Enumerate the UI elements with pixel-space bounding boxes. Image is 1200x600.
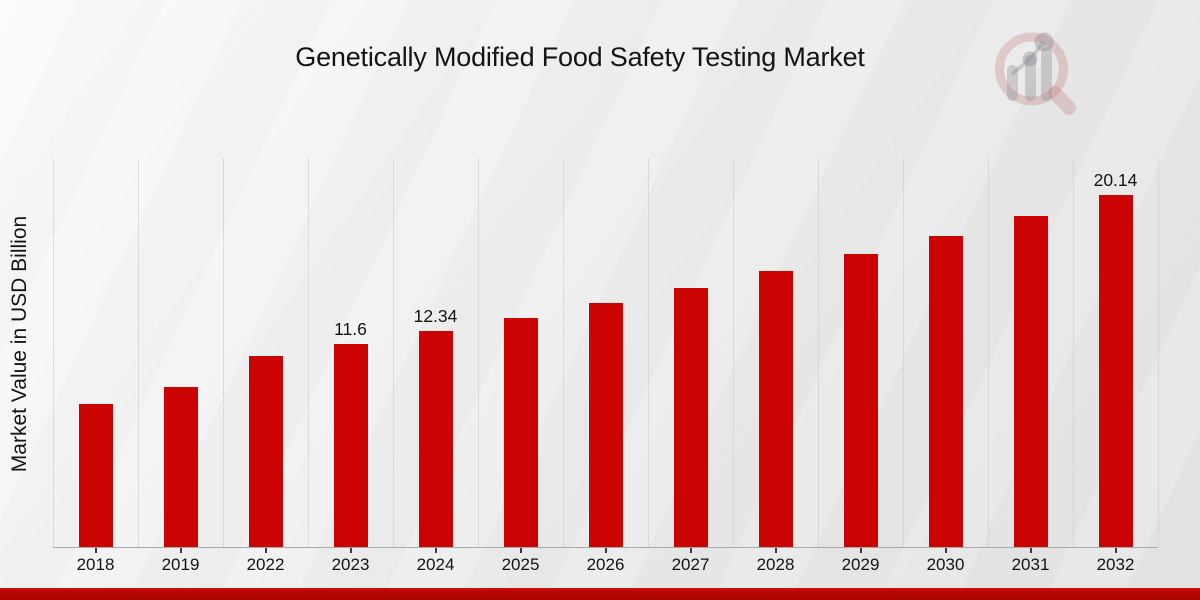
- x-tick-label-2024: 2024: [416, 555, 455, 574]
- x-axis-tick: [689, 548, 692, 553]
- x-axis-tick: [519, 548, 522, 553]
- bar-2026: [588, 303, 623, 547]
- x-tick-label-2026: 2026: [586, 555, 625, 574]
- x-tick-label-2028: 2028: [756, 555, 795, 574]
- x-tick-label-2031: 2031: [1011, 555, 1050, 574]
- gridline: [563, 159, 564, 547]
- gridline: [1158, 159, 1159, 547]
- gridline: [818, 159, 819, 547]
- bar-value-label-2024: 12.34: [413, 306, 458, 326]
- x-tick-label-2027: 2027: [671, 555, 710, 574]
- bar-2019: [163, 387, 198, 547]
- chart-title: Genetically Modified Food Safety Testing…: [295, 42, 865, 72]
- gridline: [903, 159, 904, 547]
- x-axis-tick: [944, 548, 947, 553]
- footer-accent-bar: [0, 588, 1200, 600]
- bar-2023: [333, 344, 368, 547]
- bar-2028: [758, 271, 793, 547]
- x-axis-tick: [94, 548, 97, 553]
- bar-2029: [843, 254, 878, 547]
- x-tick-label-2019: 2019: [161, 555, 200, 574]
- bar-2022: [248, 356, 283, 547]
- bar-value-label-2032: 20.14: [1093, 170, 1138, 190]
- bar-2024: [418, 331, 453, 547]
- x-tick-label-2018: 2018: [76, 555, 115, 574]
- x-axis-line: [53, 547, 1158, 548]
- gridline: [393, 159, 394, 547]
- x-tick-label-2023: 2023: [331, 555, 370, 574]
- bar-2031: [1013, 216, 1048, 547]
- gridline: [138, 159, 139, 547]
- gridline: [53, 159, 54, 547]
- bar-2030: [928, 236, 963, 547]
- x-axis-tick: [349, 548, 352, 553]
- magnifier-chart-logo-icon: [995, 32, 1076, 115]
- gridline: [223, 159, 224, 547]
- bar-2027: [673, 288, 708, 547]
- x-tick-label-2032: 2032: [1096, 555, 1135, 574]
- gridline: [648, 159, 649, 547]
- y-axis-label: Market Value in USD Billion: [8, 215, 31, 473]
- bar-2018: [78, 404, 113, 547]
- x-axis-tick: [179, 548, 182, 553]
- x-tick-label-2022: 2022: [246, 555, 285, 574]
- x-tick-label-2030: 2030: [926, 555, 965, 574]
- x-axis-tick: [859, 548, 862, 553]
- x-axis-tick: [774, 548, 777, 553]
- x-axis-tick: [1114, 548, 1117, 553]
- x-tick-label-2029: 2029: [841, 555, 880, 574]
- gridline: [308, 159, 309, 547]
- gridline: [988, 159, 989, 547]
- bar-2032: [1098, 195, 1133, 547]
- plot-area: 2018 2019 2022 11.6 2023 12.34 2024 2025 2026 202…: [53, 159, 1159, 574]
- x-axis-tick: [1029, 548, 1032, 553]
- x-axis-tick: [604, 548, 607, 553]
- gridline: [733, 159, 734, 547]
- x-tick-label-2025: 2025: [501, 555, 540, 574]
- gridline: [478, 159, 479, 547]
- x-axis-tick: [264, 548, 267, 553]
- x-axis-tick: [434, 548, 437, 553]
- bar-value-label-2023: 11.6: [334, 319, 367, 339]
- gridline: [1073, 159, 1074, 547]
- bar-2025: [503, 318, 538, 547]
